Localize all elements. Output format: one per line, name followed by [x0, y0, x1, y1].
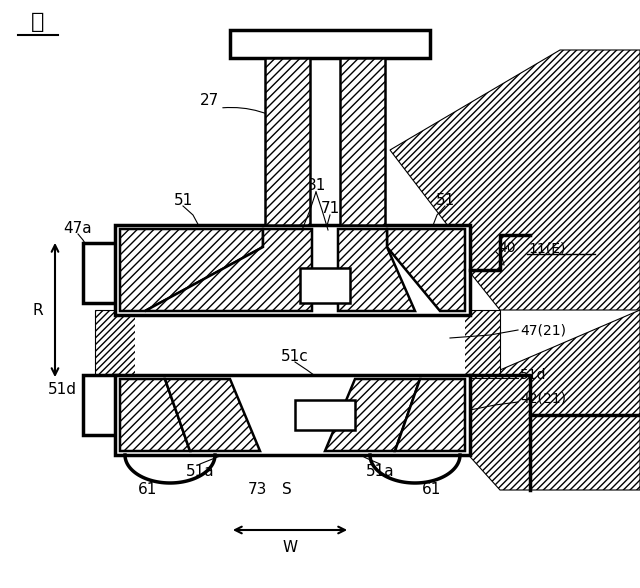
- Polygon shape: [325, 379, 420, 451]
- Bar: [230, 30, 430, 58]
- Bar: [115, 375, 470, 455]
- Polygon shape: [390, 50, 640, 310]
- Polygon shape: [95, 310, 500, 375]
- Text: 61: 61: [422, 483, 442, 497]
- Text: 51d: 51d: [47, 383, 77, 397]
- Text: 左: 左: [31, 12, 45, 32]
- Polygon shape: [165, 379, 260, 451]
- Polygon shape: [120, 379, 190, 451]
- Text: 61: 61: [138, 483, 157, 497]
- Text: 31: 31: [307, 178, 326, 192]
- Text: 47(21): 47(21): [520, 323, 566, 337]
- Polygon shape: [455, 310, 640, 490]
- Text: 73: 73: [248, 483, 267, 497]
- Bar: [300, 268, 350, 303]
- Text: 27: 27: [200, 92, 220, 108]
- Text: 11(E): 11(E): [528, 241, 565, 255]
- Text: 51a: 51a: [186, 465, 214, 479]
- Bar: [295, 400, 355, 430]
- Text: 51d: 51d: [520, 368, 547, 382]
- Polygon shape: [120, 229, 263, 311]
- Text: 40: 40: [498, 241, 515, 255]
- Polygon shape: [338, 229, 415, 311]
- Text: 51c: 51c: [281, 349, 309, 363]
- Bar: [83, 375, 118, 435]
- Text: 42(21): 42(21): [520, 391, 566, 405]
- Polygon shape: [145, 229, 312, 311]
- Text: 71: 71: [321, 201, 340, 215]
- Polygon shape: [387, 229, 465, 311]
- Text: 51: 51: [435, 192, 454, 208]
- Text: 51a: 51a: [365, 465, 394, 479]
- Text: W: W: [282, 540, 298, 554]
- Polygon shape: [395, 379, 465, 451]
- Bar: [265, 58, 310, 225]
- Bar: [83, 243, 118, 303]
- Bar: [340, 58, 385, 225]
- Text: 71: 71: [282, 201, 301, 215]
- Text: R: R: [33, 302, 44, 318]
- Bar: [135, 310, 465, 375]
- Text: 51: 51: [173, 192, 193, 208]
- Bar: [115, 225, 470, 315]
- Text: S: S: [282, 483, 292, 497]
- Text: 47a: 47a: [64, 220, 92, 236]
